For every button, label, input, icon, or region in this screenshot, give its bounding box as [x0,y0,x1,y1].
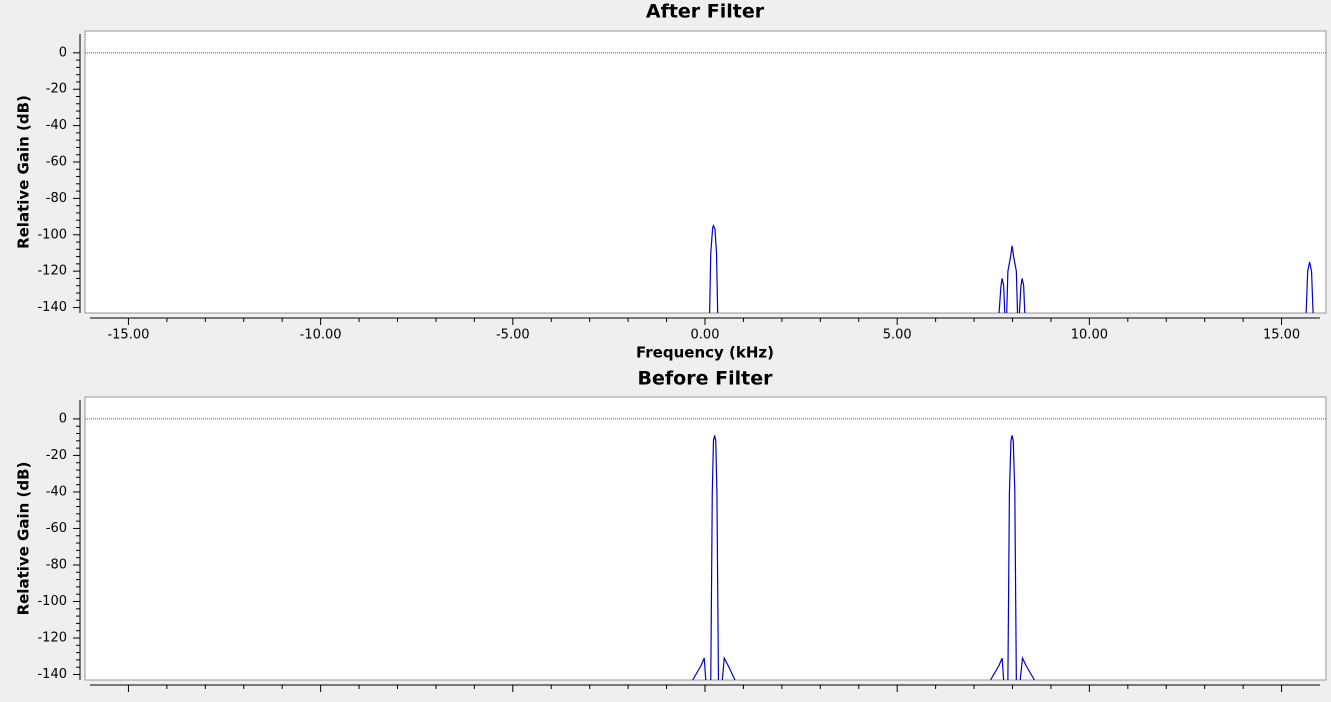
y-tick-label: -60 [46,154,67,169]
x-tick-label: 5.00 [883,328,912,343]
y-tick-label: -140 [37,300,67,315]
y-tick-label: -80 [46,191,67,206]
y-tick-label: -120 [37,631,67,646]
y-tick-label: -40 [46,484,67,499]
spectrum-line [692,435,1035,681]
x-tick-label: -10.00 [300,328,342,343]
y-tick-label: -100 [37,227,67,242]
chart-title: Before Filter [638,368,774,390]
x-tick-label: 10.00 [1071,328,1108,343]
x-axis-label: Frequency (kHz) [636,344,774,362]
y-tick-label: 0 [59,45,67,60]
y-axis-label: Relative Gain (dB) [15,462,33,616]
spectrum-line [709,224,1314,314]
chart-title: After Filter [646,1,765,23]
plot-area [84,30,1327,314]
y-tick-label: -100 [37,594,67,609]
x-tick-label: -15.00 [107,328,149,343]
y-tick-label: -60 [46,521,67,536]
y-tick-label: -20 [46,448,67,463]
x-tick-label: 15.00 [1263,328,1300,343]
y-tick-label: -40 [46,118,67,133]
y-tick-label: -140 [37,667,67,682]
plot-area [84,396,1327,681]
y-tick-label: -120 [37,264,67,279]
y-tick-label: 0 [59,411,67,426]
y-tick-label: -80 [46,557,67,572]
x-tick-label: -5.00 [496,328,530,343]
x-tick-label: 0.00 [691,328,720,343]
y-axis-label: Relative Gain (dB) [15,95,33,249]
y-tick-label: -20 [46,82,67,97]
